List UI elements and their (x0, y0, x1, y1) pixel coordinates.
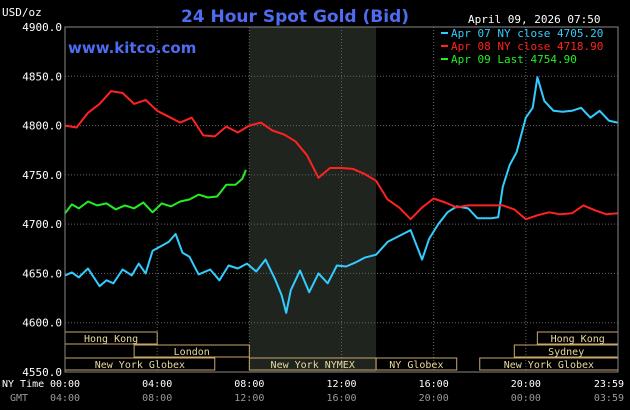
y-tick-label: 4550.0 (22, 366, 62, 379)
x-tick-label-ny: 00:00 (50, 379, 80, 390)
x-tick-label-ny: 12:00 (326, 379, 356, 390)
x-axis-ticks: 00:00 04:00 04:00 08:00 08:00 12:00 12:00 16:00… (50, 379, 624, 404)
x-tick-label-gmt: 04:00 (50, 393, 80, 404)
session-label: New York NYMEX (271, 360, 355, 371)
price-series-line-1 (64, 90, 618, 221)
session-bar (375, 357, 458, 371)
session-label: London (174, 347, 210, 358)
y-tick-label: 4600.0 (22, 317, 62, 330)
x-tick-label-ny: 16:00 (419, 379, 449, 390)
y-tick-label: 4750.0 (22, 169, 62, 182)
chart-title: 24 Hour Spot Gold (Bid) (181, 7, 409, 27)
y-tick-label: 4900.0 (22, 21, 62, 34)
price-series-line-0 (64, 76, 618, 314)
chart-timestamp: April 09, 2026 07:50 (468, 13, 600, 26)
x-tick-label-gmt: 08:00 (142, 393, 172, 404)
session-label: New York Globex (95, 360, 185, 371)
session-label: New York Globex (504, 360, 594, 371)
y-tick-label: 4850.0 (22, 70, 62, 83)
x-tick-label-gmt: 00:00 (511, 393, 541, 404)
legend-entry: Apr 09 Last 4754.90 (451, 53, 577, 66)
ny-time-row-label: NY Time (2, 379, 44, 390)
price-series-line-2 (64, 169, 247, 214)
site-watermark: www.kitco.com (68, 39, 196, 57)
session-label: NY Globex (389, 360, 443, 371)
x-tick-label-gmt: 16:00 (326, 393, 356, 404)
session-label: Hong Kong (551, 334, 605, 345)
y-axis-label: USD/oz (2, 6, 42, 19)
legend-entry: Apr 08 NY close 4718.90 (451, 40, 603, 53)
x-tick-label-ny: 08:00 (234, 379, 264, 390)
nymex-shaded-region (249, 27, 377, 372)
y-tick-label: 4800.0 (22, 120, 62, 133)
gmt-row-label: GMT (10, 393, 28, 404)
x-tick-label-gmt: 12:00 (234, 393, 264, 404)
y-tick-label: 4650.0 (22, 267, 62, 280)
legend-entry: Apr 07 NY close 4705.20 (451, 27, 603, 40)
session-label: Hong Kong (84, 334, 138, 345)
x-tick-label-gmt: 03:59 (594, 393, 624, 404)
x-tick-label-gmt: 20:00 (419, 393, 449, 404)
y-axis-ticks: 4550.0 4600.0 4650.0 4700.0 4750.0 4800.0 4850… (22, 21, 62, 379)
x-tick-label-ny: 20:00 (511, 379, 541, 390)
session-label: Sydney (548, 347, 584, 358)
x-tick-label-ny: 04:00 (142, 379, 172, 390)
x-tick-label-ny: 23:59 (594, 379, 624, 390)
y-tick-label: 4700.0 (22, 218, 62, 231)
session-bar (133, 344, 250, 358)
